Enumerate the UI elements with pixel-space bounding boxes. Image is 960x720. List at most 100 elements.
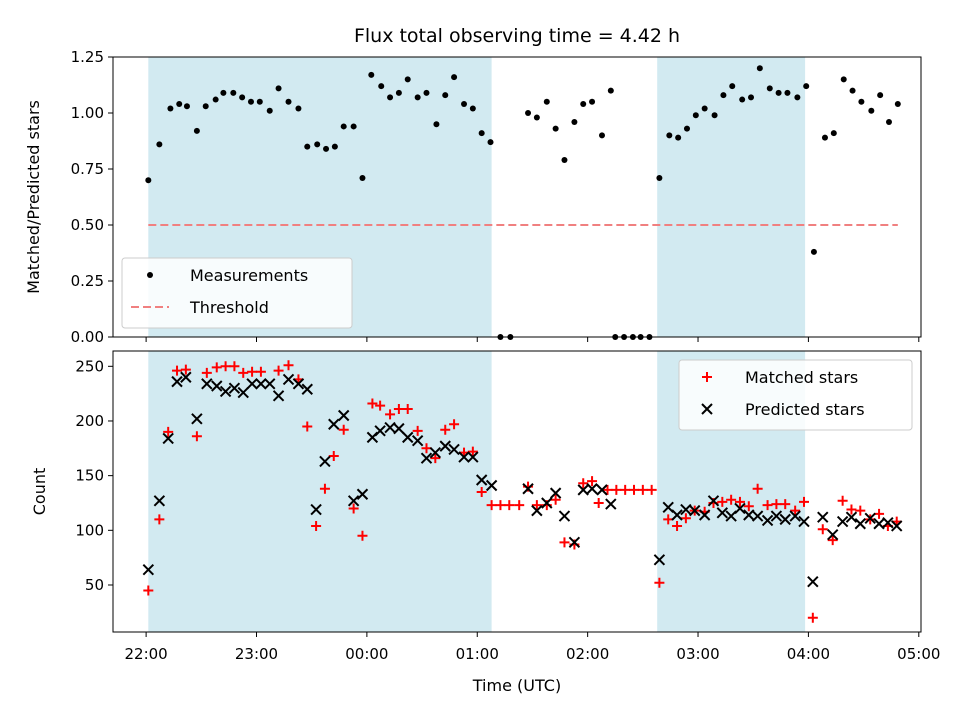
measurements-point bbox=[775, 89, 782, 96]
measurements-point bbox=[598, 132, 605, 139]
measurements-point bbox=[256, 98, 263, 105]
matched-stars-point bbox=[357, 530, 368, 541]
matched-stars-point bbox=[798, 496, 809, 507]
predicted-stars-point bbox=[836, 515, 849, 528]
matched-stars-point bbox=[743, 501, 754, 512]
measurements-point bbox=[340, 123, 347, 130]
predicted-stars-point bbox=[282, 373, 295, 386]
predicted-stars-point bbox=[219, 385, 232, 398]
predicted-stars-point bbox=[420, 452, 433, 464]
measurements-point bbox=[295, 105, 302, 112]
legend: Measurements Threshold bbox=[121, 257, 353, 329]
matched-stars-point bbox=[163, 426, 174, 437]
matched-stars-point bbox=[238, 367, 249, 378]
y-tick-label: 0.25 bbox=[71, 272, 104, 290]
legend-plus-swatch bbox=[702, 372, 712, 382]
matched-stars-point bbox=[154, 514, 165, 525]
measurements-point bbox=[561, 157, 568, 164]
x-tick-label: 01:00 bbox=[456, 645, 499, 663]
measurements-point bbox=[469, 105, 476, 112]
measurements-point bbox=[202, 103, 209, 110]
y-tick-label: 150 bbox=[75, 467, 104, 485]
matched-stars-point bbox=[319, 483, 330, 494]
measurements-point bbox=[331, 143, 338, 150]
measurements-point bbox=[543, 98, 550, 105]
measurements-point bbox=[748, 94, 755, 101]
matched-stars-point bbox=[375, 400, 386, 411]
matched-stars-point bbox=[191, 431, 202, 442]
measurements-point bbox=[487, 139, 494, 146]
measurements-point bbox=[552, 125, 559, 132]
measurements-point bbox=[156, 141, 163, 148]
predicted-stars-point bbox=[707, 495, 720, 507]
matched-stars-point bbox=[827, 535, 838, 546]
measurements-point bbox=[589, 98, 596, 105]
matched-stars-point bbox=[734, 496, 745, 507]
measurements-point bbox=[404, 76, 411, 83]
matched-stars-point bbox=[611, 484, 622, 495]
predicted-stars-point bbox=[689, 504, 701, 517]
predicted-stars-point bbox=[374, 425, 386, 437]
measurements-point bbox=[675, 134, 682, 141]
matched-stars-point bbox=[771, 499, 782, 510]
measurements-point bbox=[711, 112, 718, 119]
measurements-point bbox=[607, 87, 614, 94]
measurements-point bbox=[571, 118, 578, 125]
measurements-point bbox=[794, 94, 801, 101]
measurements-point bbox=[810, 248, 817, 255]
legend: Matched stars Predicted stars bbox=[678, 359, 913, 431]
measurements-point bbox=[766, 85, 773, 92]
x-axis-label: Time (UTC) bbox=[472, 676, 561, 695]
measurements-point bbox=[720, 92, 727, 99]
measurements-point bbox=[350, 123, 357, 130]
matched-stars-point bbox=[180, 364, 191, 375]
predicted-stars-point bbox=[845, 511, 858, 523]
matched-stars-point bbox=[680, 513, 691, 524]
matched-stars-point bbox=[637, 484, 648, 495]
measurements-point bbox=[359, 174, 366, 181]
measurements-point bbox=[193, 127, 200, 134]
predicted-stars-point bbox=[826, 528, 839, 541]
y-axis-label: Matched/Predicted stars bbox=[24, 100, 43, 294]
y-tick-label: 200 bbox=[75, 412, 104, 430]
predicted-stars-point bbox=[653, 554, 666, 566]
predicted-stars-point bbox=[541, 497, 553, 509]
matched-stars-point bbox=[550, 494, 561, 505]
predicted-stars-point bbox=[854, 518, 866, 530]
measurements-point bbox=[368, 71, 375, 78]
matched-stars-point bbox=[578, 478, 589, 489]
measurements-point bbox=[323, 145, 330, 152]
measurements-point bbox=[877, 92, 884, 99]
predicted-stars-point bbox=[301, 383, 313, 395]
measurements-point bbox=[314, 141, 321, 148]
predicted-stars-point bbox=[770, 510, 783, 522]
shaded-interval bbox=[148, 351, 492, 632]
matched-stars-point bbox=[620, 484, 631, 495]
matched-stars-point bbox=[402, 403, 413, 414]
matched-stars-point bbox=[817, 524, 828, 535]
x-tick-label: 03:00 bbox=[676, 645, 719, 663]
predicted-stars-point bbox=[402, 431, 414, 444]
predicted-stars-point bbox=[411, 434, 424, 447]
matched-stars-point bbox=[302, 421, 313, 432]
matched-stars-point bbox=[467, 446, 478, 457]
predicted-stars-point bbox=[596, 484, 608, 496]
predicted-stars-point bbox=[807, 575, 819, 588]
matched-stars-point bbox=[593, 497, 604, 508]
measurements-point bbox=[478, 130, 485, 137]
measurements-point bbox=[858, 98, 865, 105]
predicted-stars-point bbox=[171, 375, 183, 388]
legend-box bbox=[678, 359, 913, 431]
measurements-point bbox=[442, 92, 449, 99]
ratio-panel: 0.00 0.25 0.50 0.75 1.00 1.25 Matched/Predicte… bbox=[24, 48, 922, 346]
legend-label: Matched stars bbox=[745, 368, 858, 387]
predicted-stars-point bbox=[761, 514, 774, 527]
matched-stars-point bbox=[143, 585, 154, 596]
measurements-point bbox=[387, 94, 394, 101]
measurements-point bbox=[183, 103, 190, 110]
matched-stars-point bbox=[646, 484, 657, 495]
matched-stars-point bbox=[393, 403, 404, 414]
matched-stars-point bbox=[247, 366, 258, 377]
matched-stars-point bbox=[762, 500, 773, 511]
y-tick-label: 0.00 bbox=[71, 328, 104, 346]
